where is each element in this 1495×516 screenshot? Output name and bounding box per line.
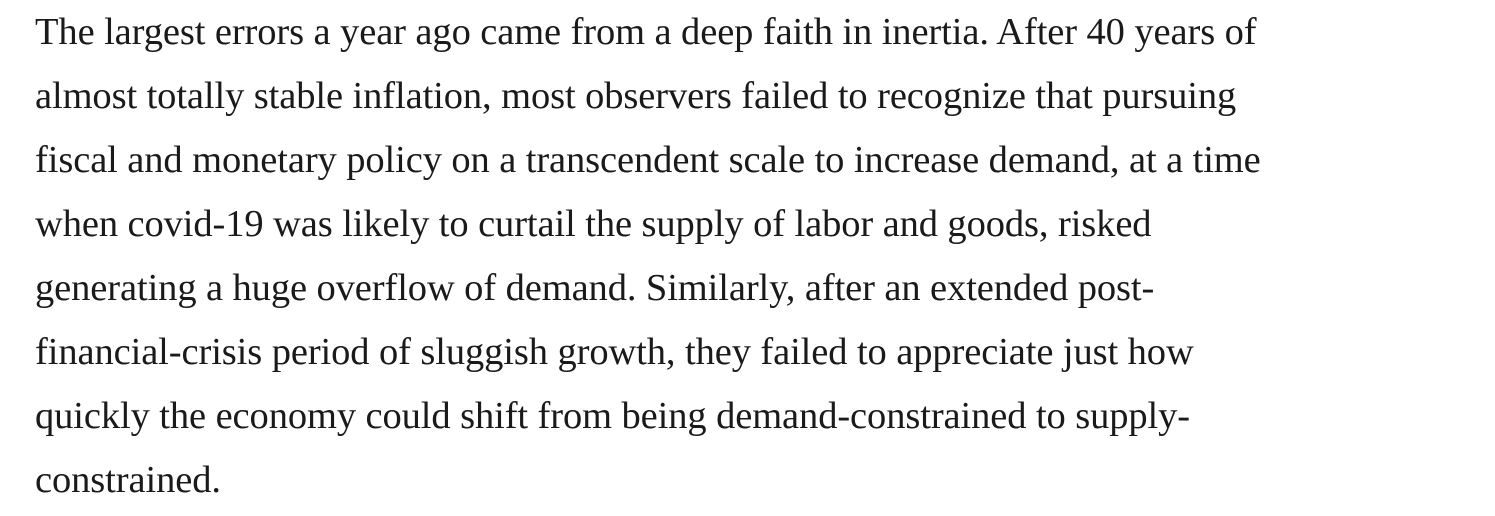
paragraph-line: generating a huge overflow of demand. Si…: [35, 267, 1155, 309]
paragraph-line: financial-crisis period of sluggish grow…: [35, 331, 1194, 373]
paragraph-line: quickly the economy could shift from bei…: [35, 395, 1191, 437]
paragraph-line: almost totally stable inflation, most ob…: [35, 75, 1237, 117]
article-paragraph: The largest errors a year ago came from …: [35, 0, 1485, 512]
paragraph-line: fiscal and monetary policy on a transcen…: [35, 139, 1261, 181]
paragraph-line: when covid-19 was likely to curtail the …: [35, 203, 1152, 245]
paragraph-line: constrained.: [35, 459, 221, 501]
paragraph-line: The largest errors a year ago came from …: [35, 11, 1257, 53]
